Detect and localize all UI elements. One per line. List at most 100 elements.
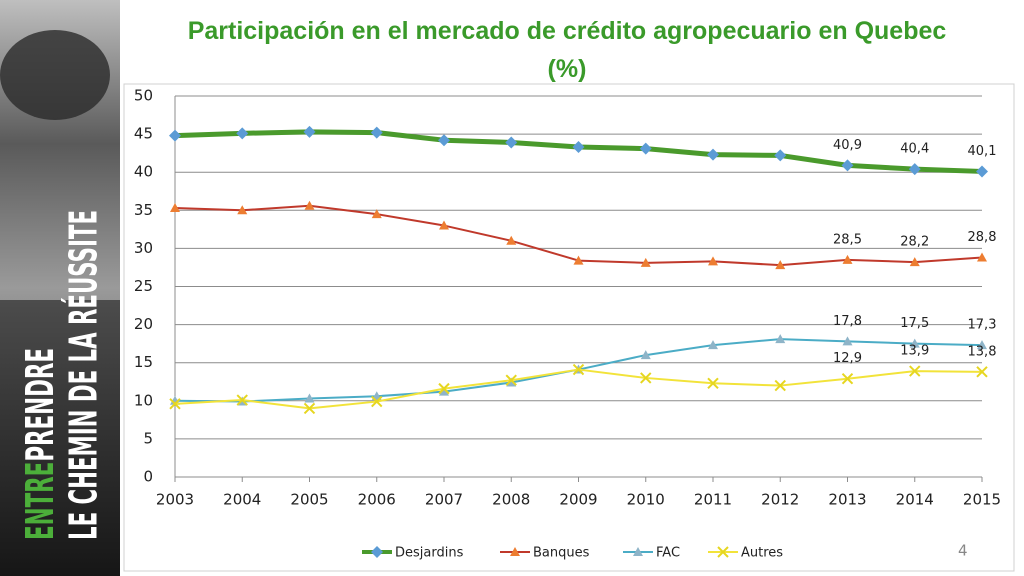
chart-frame — [123, 83, 1015, 572]
data-label: 12,9 — [833, 351, 862, 366]
legend-label: Autres — [741, 546, 783, 561]
y-tick-label: 30 — [134, 239, 153, 257]
point-marker — [909, 257, 920, 267]
point-marker — [304, 393, 315, 403]
point-marker — [908, 163, 921, 176]
y-tick-label: 15 — [134, 353, 153, 371]
y-tick-label: 20 — [134, 315, 153, 333]
point-marker — [237, 205, 248, 215]
point-marker — [976, 366, 988, 378]
x-tick-label: 2014 — [896, 491, 934, 509]
y-tick-label: 25 — [134, 277, 153, 295]
data-label: 28,8 — [968, 230, 997, 245]
legend-label: FAC — [656, 546, 680, 561]
x-tick-label: 2011 — [694, 491, 732, 509]
x-tick-label: 2015 — [963, 491, 1001, 509]
data-label: 17,5 — [900, 316, 929, 331]
point-marker — [841, 159, 854, 172]
point-marker — [909, 338, 920, 348]
chart-title: Participación en el mercado de crédito a… — [187, 17, 947, 83]
sidebar-slogan: LE CHEMIN DE LA RÉUSSITE — [62, 210, 106, 540]
x-tick-label: 2006 — [358, 491, 396, 509]
point-marker — [371, 395, 383, 408]
point-marker — [977, 340, 987, 350]
point-marker — [236, 127, 249, 140]
point-marker — [572, 363, 585, 376]
point-marker — [909, 365, 921, 377]
data-label: 40,4 — [900, 142, 929, 157]
point-marker — [707, 148, 719, 161]
point-marker — [439, 386, 449, 396]
data-label: 40,9 — [833, 138, 862, 153]
point-marker — [639, 142, 652, 155]
point-marker — [842, 336, 853, 346]
legend-marker — [633, 547, 643, 556]
data-label: 17,8 — [833, 314, 862, 329]
point-marker — [370, 126, 383, 139]
point-marker — [505, 136, 518, 149]
point-marker — [505, 374, 517, 386]
point-marker — [371, 209, 382, 219]
point-marker — [506, 235, 517, 245]
photo-shade — [0, 300, 120, 576]
series-line — [174, 368, 983, 410]
point-marker — [640, 257, 651, 267]
legend-label: Desjardins — [395, 546, 464, 561]
data-label: 28,5 — [833, 232, 862, 247]
legend-marker — [510, 547, 520, 556]
point-marker — [438, 134, 450, 147]
point-marker — [977, 252, 987, 262]
y-tick-label: 50 — [134, 87, 153, 105]
data-label: 13,8 — [968, 344, 997, 359]
photo-tree — [0, 30, 110, 120]
point-marker — [708, 256, 718, 266]
point-marker — [573, 255, 584, 265]
y-tick-label: 5 — [143, 429, 153, 447]
brand-part: PRENDRE — [18, 348, 62, 462]
y-tick-label: 10 — [134, 391, 153, 409]
point-marker — [169, 129, 181, 142]
point-marker — [842, 254, 853, 264]
x-tick-label: 2004 — [223, 491, 261, 509]
point-marker — [640, 350, 651, 360]
data-label: 28,2 — [900, 235, 929, 250]
point-marker — [774, 379, 786, 392]
point-marker — [774, 149, 787, 162]
data-label: 13,9 — [900, 344, 929, 359]
point-marker — [304, 200, 315, 210]
point-marker — [841, 372, 854, 385]
point-marker — [707, 377, 719, 389]
page-number: 4 — [958, 542, 968, 560]
point-marker — [708, 340, 718, 350]
legend-label: Banques — [533, 546, 590, 561]
point-marker — [438, 382, 450, 395]
x-tick-label: 2003 — [156, 491, 194, 509]
y-tick-label: 35 — [134, 201, 153, 219]
y-tick-label: 0 — [143, 468, 153, 486]
point-marker — [976, 165, 988, 178]
x-tick-label: 2009 — [559, 491, 597, 509]
point-marker — [236, 394, 248, 406]
point-marker — [640, 372, 652, 384]
x-tick-label: 2007 — [425, 491, 463, 509]
x-tick-label: 2012 — [761, 491, 799, 509]
x-tick-label: 2008 — [492, 491, 530, 509]
point-marker — [572, 141, 585, 154]
point-marker — [775, 260, 786, 270]
sidebar-brand: ENTREPRENDRE — [18, 348, 62, 540]
point-marker — [303, 402, 316, 415]
x-tick-label: 2010 — [627, 491, 665, 509]
point-marker — [303, 125, 316, 138]
x-tick-label: 2013 — [828, 491, 866, 509]
x-tick-label: 2005 — [290, 491, 328, 509]
y-tick-label: 45 — [134, 125, 153, 143]
legend-marker — [717, 546, 729, 558]
point-marker — [169, 398, 181, 410]
legend-marker — [371, 546, 383, 558]
point-marker — [439, 220, 449, 230]
point-marker — [506, 377, 517, 387]
brand-part: ENTRE — [18, 462, 62, 540]
data-label: 40,1 — [968, 144, 997, 159]
point-marker — [170, 203, 180, 213]
